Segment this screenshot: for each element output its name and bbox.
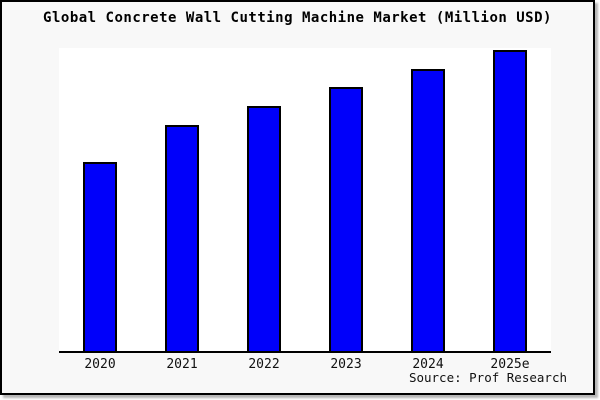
chart-frame: Global Concrete Wall Cutting Machine Mar… xyxy=(0,0,595,395)
chart-title: Global Concrete Wall Cutting Machine Mar… xyxy=(43,10,552,26)
bar-2022 xyxy=(247,106,281,351)
bar-2024 xyxy=(411,69,445,351)
x-tick-label-2023: 2023 xyxy=(330,357,362,372)
x-axis-labels: 2020 2021 2022 2023 2024 2025e xyxy=(59,355,551,373)
x-tick-label-2020: 2020 xyxy=(84,357,116,372)
x-tick-label-2025e: 2025e xyxy=(490,357,530,372)
bar-2025e xyxy=(493,50,527,351)
source-note: Source: Prof Research xyxy=(408,370,567,385)
bar-2021 xyxy=(165,125,199,351)
bar-2020 xyxy=(83,162,117,351)
x-tick-label-2024: 2024 xyxy=(412,357,444,372)
x-tick-label-2022: 2022 xyxy=(248,357,280,372)
x-tick-label-2021: 2021 xyxy=(166,357,198,372)
plot-area xyxy=(59,48,551,353)
bar-2023 xyxy=(329,87,363,351)
